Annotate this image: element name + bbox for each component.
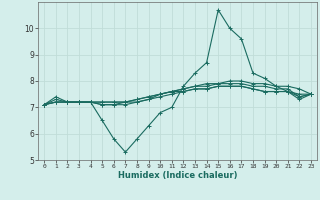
X-axis label: Humidex (Indice chaleur): Humidex (Indice chaleur) <box>118 171 237 180</box>
